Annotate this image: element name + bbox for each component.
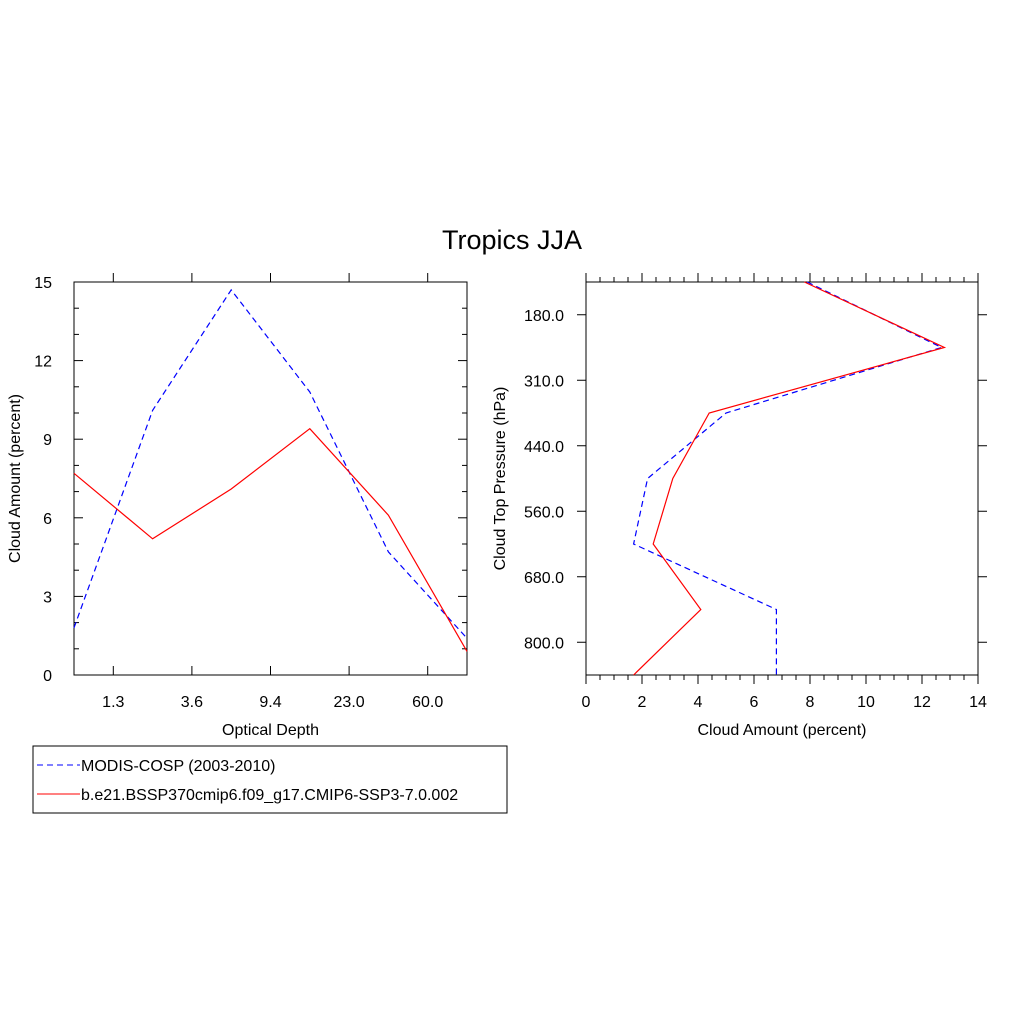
x-tick-label: 8 (806, 694, 815, 711)
y-axis-label: Cloud Amount (percent) (7, 394, 24, 563)
x-tick-label: 60.0 (412, 694, 443, 711)
optical-depth-panel: 0 3 6 9 12 15 1.3 3.6 9.4 23.0 60.0 Optical Depth Cl… (7, 273, 468, 739)
y-axis-label: Cloud Top Pressure (hPa) (492, 387, 509, 571)
y-tick-label: 310.0 (524, 373, 564, 390)
plot-frame (585, 281, 979, 676)
y-tick-label: 12 (34, 354, 52, 371)
y-tick-label: 6 (43, 511, 52, 528)
x-tick-label: 4 (694, 694, 703, 711)
x-axis-label: Optical Depth (222, 722, 319, 739)
x-tick-label: 1.3 (102, 694, 124, 711)
legend-label-model: b.e21.BSSP370cmip6.f09_g17.CMIP6-SSP3-7.… (81, 787, 458, 804)
series-line-model (73, 427, 468, 652)
x-tick-label: 23.0 (334, 694, 365, 711)
x-tick-label: 3.6 (181, 694, 203, 711)
y-tick-label: 680.0 (524, 570, 564, 587)
figure-title: Tropics JJA (442, 225, 582, 255)
y-tick-label: 15 (34, 275, 52, 292)
x-tick-label: 14 (969, 694, 987, 711)
x-tick-label: 10 (857, 694, 875, 711)
series-line-model (633, 281, 947, 676)
series-line-modis (73, 288, 468, 639)
x-tick-label: 9.4 (259, 694, 281, 711)
y-tick-label: 440.0 (524, 439, 564, 456)
x-axis-label: Cloud Amount (percent) (698, 722, 867, 739)
y-tick-label: 560.0 (524, 504, 564, 521)
x-tick-label: 0 (582, 694, 591, 711)
y-tick-label: 800.0 (524, 635, 564, 652)
legend-label-modis: MODIS-COSP (2003-2010) (81, 758, 275, 775)
cloud-top-pressure-panel: 0 2 4 6 8 10 12 14 180.0 310.0 440.0 560.0 680.0 800.… (492, 273, 987, 739)
y-tick-label: 0 (43, 668, 52, 685)
y-tick-label: 9 (43, 432, 52, 449)
legend: MODIS-COSP (2003-2010) b.e21.BSSP370cmip… (32, 745, 508, 814)
x-tick-label: 6 (750, 694, 759, 711)
x-tick-label: 2 (638, 694, 647, 711)
series-line-modis (632, 281, 944, 675)
y-tick-label: 3 (43, 589, 52, 606)
plot-frame (73, 281, 468, 676)
x-tick-label: 12 (913, 694, 931, 711)
legend-box (32, 745, 508, 814)
y-tick-label: 180.0 (524, 308, 564, 325)
